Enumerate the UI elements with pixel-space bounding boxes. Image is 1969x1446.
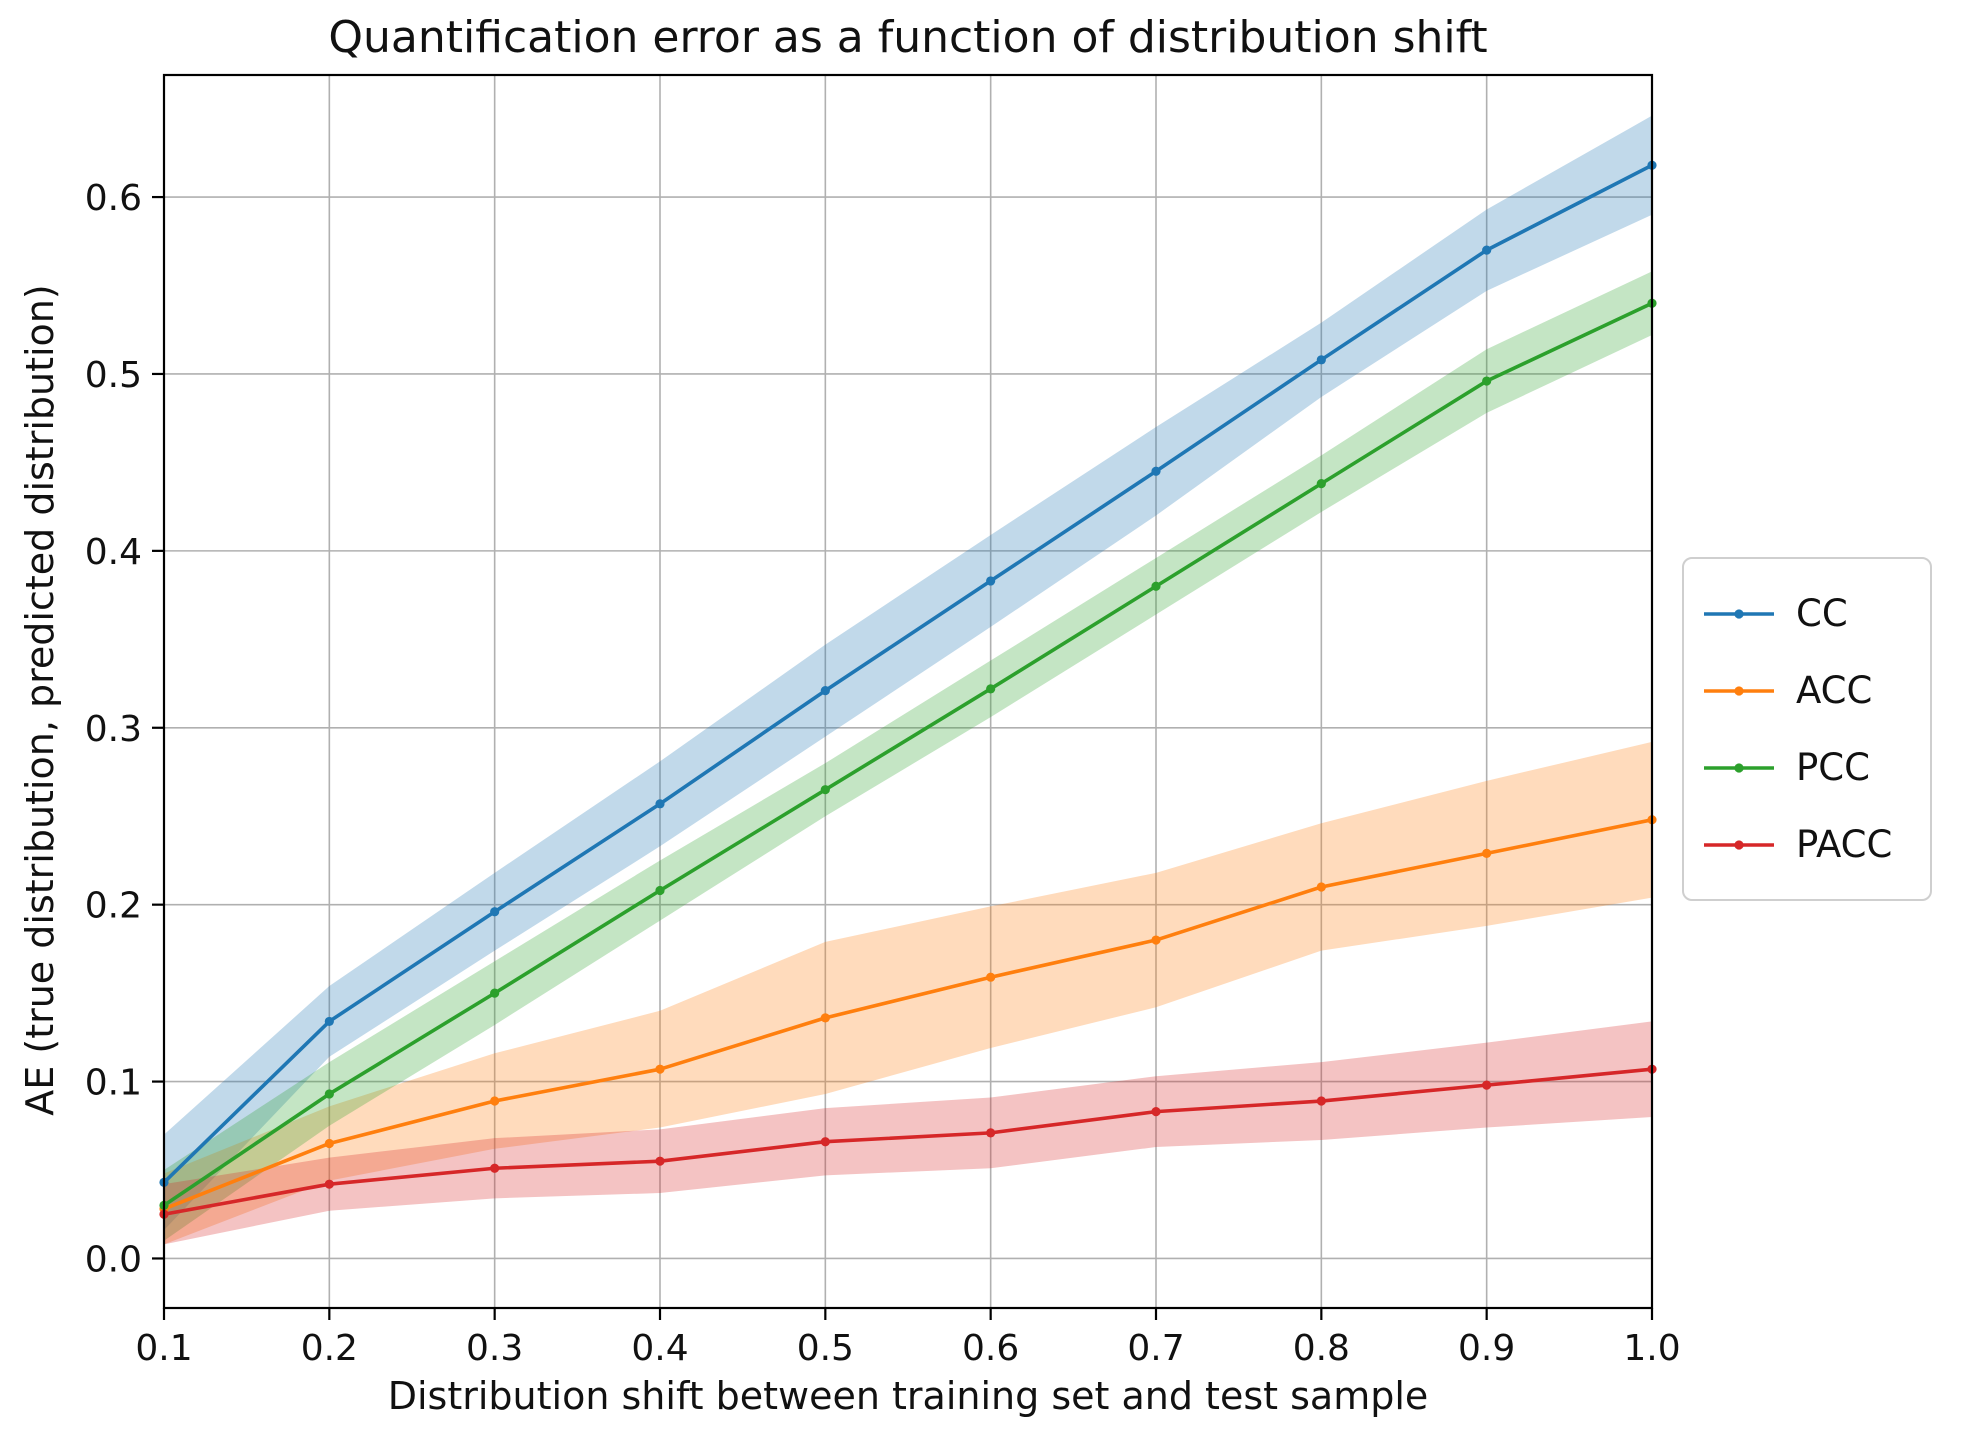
marker-pcc: [820, 785, 830, 795]
x-tick-label: 0.6: [962, 1328, 1019, 1369]
marker-pacc: [655, 1156, 665, 1166]
marker-acc: [655, 1064, 665, 1074]
x-tick-label: 0.4: [631, 1328, 688, 1369]
marker-pacc: [820, 1137, 830, 1147]
marker-cc: [986, 576, 996, 586]
y-tick-label: 0.1: [85, 1063, 142, 1104]
x-tick-label: 0.9: [1458, 1328, 1515, 1369]
legend-label: PACC: [1796, 823, 1893, 866]
marker-acc: [820, 1013, 830, 1023]
legend-label: CC: [1796, 592, 1848, 635]
legend: CC ACC PCC PACC: [1682, 557, 1932, 901]
legend-marker: [1734, 608, 1744, 619]
marker-pcc: [1482, 376, 1492, 386]
marker-pacc: [986, 1128, 996, 1138]
line-pacc: [163, 1067, 1653, 1217]
x-tick-label: 1.0: [1623, 1328, 1680, 1369]
y-axis-label: AE (true distribution, predicted distrib…: [18, 284, 62, 1116]
chart-title: Quantification error as a function of di…: [328, 12, 1488, 63]
marker-pacc: [1482, 1080, 1492, 1090]
y-tick-label: 0.0: [85, 1239, 142, 1280]
marker-cc: [324, 1016, 334, 1027]
line-pcc: [162, 301, 1653, 1207]
marker-acc: [986, 972, 996, 982]
band-cc: [164, 115, 1652, 1231]
marker-pacc: [324, 1179, 334, 1189]
marker-pcc: [1316, 479, 1326, 489]
marker-pcc: [655, 885, 665, 896]
marker-pcc: [490, 988, 500, 998]
band-pacc: [164, 1021, 1652, 1245]
marker-pcc: [986, 684, 996, 694]
x-tick-label: 0.8: [1293, 1328, 1350, 1369]
legend-marker: [1734, 762, 1744, 773]
legend-line-sample-pacc: [1704, 839, 1774, 850]
legend-line-sample-acc: [1704, 685, 1774, 696]
band-acc: [164, 741, 1652, 1245]
line-acc: [163, 817, 1653, 1211]
marker-pacc: [1151, 1107, 1161, 1117]
marker-cc: [1316, 355, 1326, 365]
marker-acc: [324, 1138, 334, 1149]
plot-border: [162, 73, 1654, 1310]
marker-acc: [1151, 935, 1161, 945]
marker-acc: [490, 1096, 500, 1106]
marker-pacc: [490, 1163, 500, 1173]
x-axis-label: Distribution shift between training set …: [387, 1374, 1429, 1418]
marker-pcc: [1151, 581, 1161, 591]
marker-cc: [1151, 466, 1161, 476]
y-tick-label: 0.4: [85, 532, 142, 573]
legend-label: PCC: [1796, 746, 1870, 789]
y-tick-label: 0.2: [85, 886, 142, 927]
y-tick-label: 0.5: [85, 355, 142, 396]
x-tick-label: 0.5: [797, 1328, 854, 1369]
band-pcc: [164, 271, 1652, 1241]
line-cc: [162, 163, 1653, 1184]
legend-item-pacc: PACC: [1702, 806, 1912, 883]
legend-marker: [1734, 839, 1744, 850]
legend-label: ACC: [1796, 669, 1873, 712]
legend-item-pcc: PCC: [1702, 729, 1912, 806]
x-tick-label: 0.7: [1127, 1328, 1184, 1369]
marker-pacc: [1316, 1096, 1326, 1106]
marker-pcc: [324, 1089, 334, 1099]
marker-acc: [1316, 882, 1326, 892]
marker-cc: [1482, 245, 1492, 255]
x-tick-label: 0.2: [301, 1328, 358, 1369]
marker-cc: [490, 907, 500, 917]
y-tick-label: 0.6: [85, 178, 142, 219]
legend-item-acc: ACC: [1702, 652, 1912, 729]
legend-marker: [1734, 685, 1744, 696]
x-tick-label: 0.3: [466, 1328, 523, 1369]
legend-line-sample-cc: [1704, 608, 1774, 619]
y-tick-label: 0.3: [85, 709, 142, 750]
marker-cc: [655, 799, 665, 809]
legend-item-cc: CC: [1702, 575, 1912, 652]
marker-cc: [820, 686, 830, 696]
legend-line-sample-pcc: [1704, 762, 1774, 773]
marker-acc: [1482, 848, 1492, 858]
x-tick-label: 0.1: [135, 1328, 192, 1369]
